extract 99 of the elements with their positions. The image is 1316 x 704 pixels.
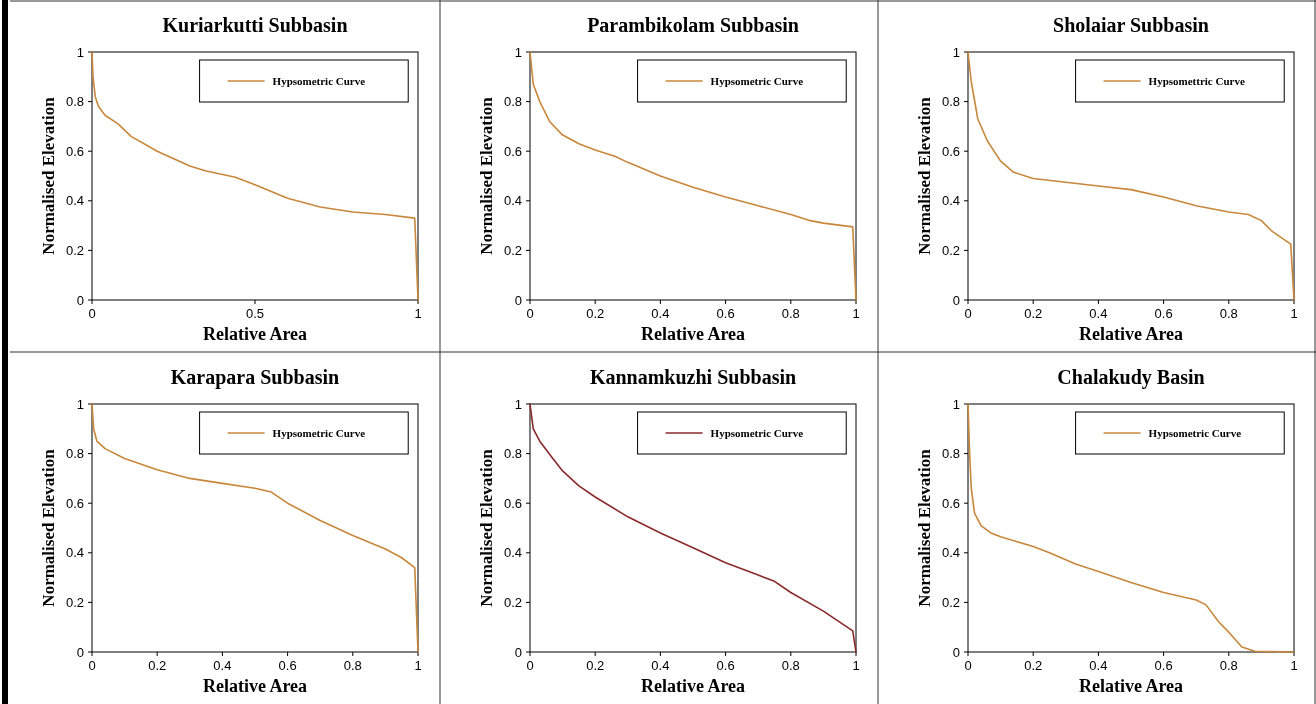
y-axis-title: Normalised Elevation [39,448,58,607]
chart-title: Kannamkuzhi Subbasin [589,366,797,388]
x-tick-label: 0.4 [651,306,670,321]
x-axis-title: Relative Area [1078,676,1184,696]
chart-title: Parambikolam Subbasin [587,14,799,36]
y-tick-label: 0.8 [503,446,522,462]
y-tick-label: 0.4 [503,193,522,209]
x-tick-label: 1 [414,658,422,673]
x-tick-label: 1 [852,658,860,673]
x-axis-title: Relative Area [202,676,308,696]
x-tick-label: 0.8 [781,306,800,321]
x-tick-label: 0.4 [1089,658,1108,673]
y-tick-label: 0.6 [941,143,960,159]
y-tick-label: 1 [514,44,522,60]
x-tick-label: 0.8 [1219,658,1238,673]
y-axis-title: Normalised Elevation [477,448,496,607]
legend-label: Hypsometric Curve [710,426,804,439]
line-series [91,403,419,653]
x-axis-title: Relative Area [640,324,746,344]
y-tick-label: 0.2 [941,594,960,610]
line-series [91,51,419,301]
y-tick-label: 0.2 [503,594,522,610]
x-tick-label: 0 [526,658,534,673]
line-series [967,403,1295,653]
legend-label: Hypsometric Curve [710,74,804,87]
y-tick-label: 1 [514,396,522,412]
y-tick-label: 0.4 [941,193,960,209]
x-tick-label: 0 [88,658,96,673]
x-tick-label: 0 [964,658,972,673]
x-tick-label: 0.2 [586,658,605,673]
chart-title: Sholaiar Subbasin [1053,14,1209,36]
x-tick-label: 1 [414,306,422,321]
y-tick-label: 0.2 [503,242,522,258]
y-tick-label: 0.6 [65,495,84,511]
x-tick-label: 0.6 [278,658,297,673]
x-tick-label: 0.6 [1154,306,1173,321]
y-tick-label: 0 [514,292,522,308]
y-tick-label: 0 [952,292,960,308]
x-tick-label: 0.5 [245,306,265,321]
y-tick-label: 0.8 [65,446,84,462]
y-tick-label: 0.6 [941,495,960,511]
x-axis-title: Relative Area [202,324,308,344]
legend-label: Hypsometric Curve [1148,426,1242,439]
x-tick-label: 0.8 [1219,306,1238,321]
y-tick-label: 1 [76,396,84,412]
chart-title: Chalakudy Basin [1057,366,1205,389]
y-tick-label: 0.6 [65,143,84,159]
y-tick-label: 0.2 [941,242,960,258]
line-series [967,51,1295,301]
x-tick-label: 1 [1290,306,1298,321]
x-tick-label: 0.4 [1089,306,1108,321]
x-axis-title: Relative Area [1078,324,1184,344]
x-tick-label: 0 [88,306,96,321]
x-tick-label: 0.6 [716,658,735,673]
x-tick-label: 0.2 [1024,658,1043,673]
y-tick-label: 0.4 [65,193,84,209]
x-tick-label: 0 [526,306,534,321]
y-tick-label: 0.8 [941,446,960,462]
x-tick-label: 1 [1290,658,1298,673]
y-tick-label: 0.6 [503,143,522,159]
y-tick-label: 0.4 [941,545,960,561]
y-tick-label: 1 [952,396,960,412]
y-tick-label: 1 [76,44,84,60]
y-tick-label: 0.6 [503,495,522,511]
x-tick-label: 0.4 [213,658,232,673]
x-tick-label: 0.6 [1154,658,1173,673]
y-tick-label: 0.8 [503,94,522,110]
y-axis-title: Normalised Elevation [39,96,58,255]
y-tick-label: 0 [76,644,84,660]
x-tick-label: 0.2 [1024,306,1043,321]
y-axis-title: Normalised Elevation [915,448,934,607]
legend-label: Hypsometric Curve [272,426,366,439]
y-tick-label: 1 [952,44,960,60]
y-tick-label: 0 [76,292,84,308]
x-tick-label: 0.6 [716,306,735,321]
y-tick-label: 0.2 [65,594,84,610]
legend-label: Hypsometric Curve [272,74,366,87]
x-tick-label: 0.2 [148,658,167,673]
chart-title: Karapara Subbasin [170,366,340,389]
x-tick-label: 0.4 [651,658,670,673]
y-axis-title: Normalised Elevation [915,96,934,255]
line-series [529,403,857,653]
y-tick-label: 0.8 [941,94,960,110]
line-series [529,51,857,301]
y-tick-label: 0 [514,644,522,660]
legend-label: Hypsomettric Curve [1148,74,1245,87]
x-tick-label: 0.2 [586,306,605,321]
y-tick-label: 0 [952,644,960,660]
y-tick-label: 0.2 [65,242,84,258]
y-tick-label: 0.4 [503,545,522,561]
x-tick-label: 1 [852,306,860,321]
y-tick-label: 0.8 [65,94,84,110]
x-tick-label: 0 [964,306,972,321]
chart-title: Kuriarkutti Subbasin [162,14,348,36]
x-tick-label: 0.8 [343,658,362,673]
x-axis-title: Relative Area [640,676,746,696]
y-tick-label: 0.4 [65,545,84,561]
y-axis-title: Normalised Elevation [477,96,496,255]
x-tick-label: 0.8 [781,658,800,673]
